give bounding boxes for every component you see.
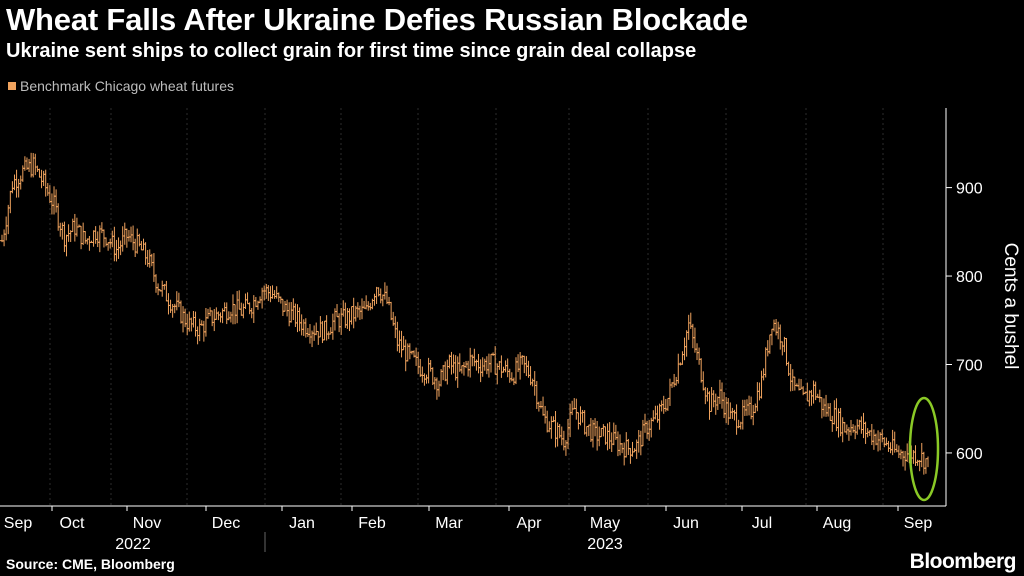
bloomberg-logo: Bloomberg bbox=[909, 550, 1017, 573]
x-year-label-2023: 2023 bbox=[587, 536, 623, 553]
x-tick-label-may-8: May bbox=[590, 515, 620, 532]
x-tick-label-nov-2: Nov bbox=[133, 515, 161, 532]
legend: Benchmark Chicago wheat futures bbox=[8, 78, 234, 94]
x-tick-label-oct-1: Oct bbox=[60, 515, 85, 532]
y-tick-label-800: 800 bbox=[956, 269, 983, 286]
legend-label: Benchmark Chicago wheat futures bbox=[20, 78, 234, 94]
legend-swatch bbox=[8, 82, 16, 90]
x-tick-label-dec-3: Dec bbox=[212, 515, 240, 532]
x-tick-label-aug-11: Aug bbox=[823, 515, 851, 532]
y-tick-label-600: 600 bbox=[956, 446, 983, 463]
y-axis-title: Cents a bushel bbox=[1000, 243, 1021, 370]
page-subtitle: Ukraine sent ships to collect grain for … bbox=[6, 40, 697, 62]
x-tick-label-jan-4: Jan bbox=[289, 515, 315, 532]
x-tick-label-sep-12: Sep bbox=[904, 515, 933, 532]
y-tick-label-700: 700 bbox=[956, 357, 983, 374]
x-tick-label-apr-7: Apr bbox=[517, 515, 543, 532]
page-title: Wheat Falls After Ukraine Defies Russian… bbox=[6, 2, 748, 37]
x-tick-label-jul-10: Jul bbox=[752, 515, 772, 532]
source-note: Source: CME, Bloomberg bbox=[6, 556, 175, 572]
x-tick-label-sep-0: Sep bbox=[4, 515, 33, 532]
x-tick-label-feb-5: Feb bbox=[358, 515, 386, 532]
highlight-ellipse bbox=[908, 396, 940, 502]
y-tick-label-900: 900 bbox=[956, 181, 983, 198]
x-tick-label-jun-9: Jun bbox=[673, 515, 699, 532]
x-tick-label-mar-6: Mar bbox=[435, 515, 463, 532]
x-year-label-2022: 2022 bbox=[115, 536, 151, 553]
